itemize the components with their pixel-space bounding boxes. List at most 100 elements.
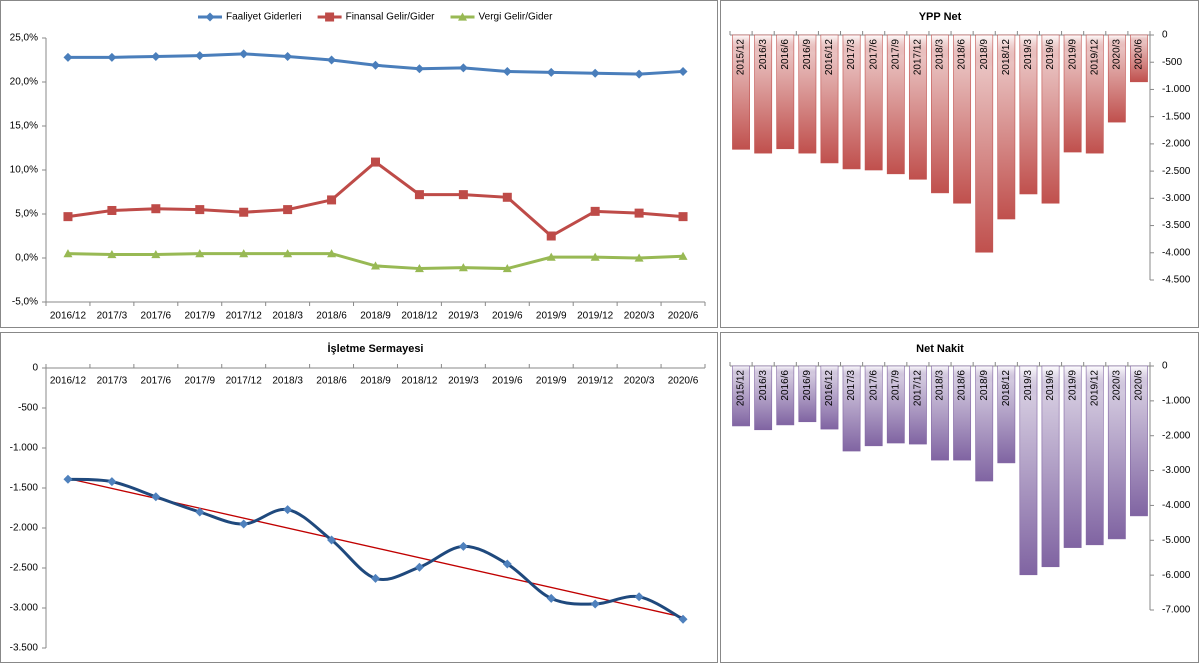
x-tick-label: 2016/12: [824, 39, 835, 76]
marker: [590, 252, 600, 261]
marker: [371, 60, 380, 70]
x-tick-label: 2019/3: [1023, 39, 1034, 70]
x-tick-label: 2019/9: [1067, 370, 1078, 401]
bar: [1107, 365, 1126, 540]
legend-label: Finansal Gelir/Gider: [346, 12, 436, 23]
marker: [239, 49, 249, 59]
y-tick-label: -500: [1162, 57, 1182, 68]
y-tick-label: -2.500: [1162, 166, 1191, 177]
y-tick-label: -5.000: [1162, 535, 1191, 546]
x-tick-label: 2017/6: [868, 39, 879, 70]
y-tick-label: -2.500: [10, 563, 39, 574]
y-tick-label: -3.000: [10, 603, 39, 614]
x-tick-label: 2017/12: [226, 311, 263, 322]
y-tick-label: -1.000: [1162, 84, 1191, 95]
marker: [107, 52, 117, 62]
x-tick-label: 2018/9: [979, 370, 990, 401]
x-tick-label: 2017/9: [890, 370, 901, 401]
x-tick-label: 2015/12: [736, 39, 747, 76]
x-tick-label: 2019/12: [1089, 370, 1100, 407]
x-tick-label: 2016/3: [758, 39, 769, 70]
legend-marker: [205, 12, 215, 22]
y-tick-label: -1.500: [10, 483, 39, 494]
marker: [283, 51, 293, 61]
x-tick-label: 2016/6: [780, 39, 791, 70]
y-tick-label: -4.500: [1162, 275, 1191, 286]
bar: [1085, 365, 1104, 546]
marker: [63, 212, 73, 222]
y-tick-label: -3.000: [1162, 465, 1191, 476]
x-tick-label: 2019/3: [1023, 370, 1034, 401]
marker: [546, 231, 556, 241]
x-tick-label: 2017/6: [141, 376, 172, 387]
x-tick-label: 2017/12: [226, 376, 263, 387]
legend-label: Vergi Gelir/Gider: [479, 12, 554, 23]
x-tick-label: 2015/12: [736, 370, 747, 407]
marker: [195, 205, 205, 215]
marker: [590, 68, 600, 78]
x-tick-label: 2018/12: [1001, 370, 1012, 407]
y-tick-label: -3.000: [1162, 193, 1191, 204]
bar: [1130, 365, 1148, 517]
marker: [414, 64, 424, 74]
chart-title: İşletme Sermayesi: [327, 342, 423, 355]
y-tick-label: 15,0%: [10, 121, 38, 132]
y-tick-label: -2.000: [1162, 430, 1191, 441]
marker: [458, 63, 468, 73]
x-tick-label: 2018/12: [1001, 39, 1012, 76]
marker: [195, 249, 205, 258]
bar: [975, 365, 994, 482]
marker: [63, 474, 73, 484]
marker: [502, 66, 512, 76]
bar: [1107, 34, 1126, 123]
bar: [953, 365, 972, 461]
bar: [732, 365, 750, 427]
marker: [414, 190, 424, 200]
legend-label: Faaliyet Giderleri: [226, 12, 302, 23]
x-tick-label: 2018/6: [316, 376, 347, 387]
marker: [107, 249, 117, 259]
marker: [634, 253, 644, 262]
y-tick-label: 10,0%: [10, 165, 38, 176]
y-tick-label: 25,0%: [10, 33, 38, 44]
y-tick-label: -6.000: [1162, 570, 1191, 581]
x-tick-label: 2017/12: [913, 39, 924, 76]
y-tick-label: -4.000: [1162, 500, 1191, 511]
y-tick-label: -4.000: [1162, 247, 1191, 258]
marker: [678, 251, 688, 260]
legend-marker: [325, 12, 335, 22]
bar: [1063, 365, 1082, 548]
bar: [864, 365, 883, 447]
x-tick-label: 2020/6: [668, 311, 699, 322]
x-tick-label: 2016/9: [802, 39, 813, 70]
marker: [502, 264, 512, 273]
y-tick-label: -1.000: [10, 443, 39, 454]
bar: [798, 34, 817, 154]
x-tick-label: 2018/12: [401, 311, 438, 322]
x-tick-label: 2019/12: [577, 376, 614, 387]
marker: [458, 541, 468, 551]
x-tick-label: 2018/9: [979, 39, 990, 70]
marker: [151, 51, 161, 61]
x-tick-label: 2019/6: [492, 376, 523, 387]
bar: [754, 365, 773, 431]
y-tick-label: 0: [1162, 30, 1168, 41]
bar: [975, 34, 994, 253]
y-tick-label: 0: [1162, 361, 1168, 372]
x-tick-label: 2020/6: [1134, 39, 1145, 70]
marker: [678, 66, 688, 76]
bar: [754, 34, 773, 154]
bar: [776, 365, 795, 426]
marker: [63, 52, 73, 62]
x-tick-label: 2016/12: [824, 370, 835, 407]
x-tick-label: 2019/9: [536, 311, 567, 322]
bar: [1019, 365, 1038, 576]
marker: [371, 261, 380, 270]
x-tick-label: 2019/6: [1045, 370, 1056, 401]
marker: [195, 507, 205, 517]
x-tick-label: 2019/9: [1067, 39, 1078, 70]
marker: [546, 593, 556, 603]
marker: [327, 55, 337, 65]
marker: [151, 204, 161, 214]
